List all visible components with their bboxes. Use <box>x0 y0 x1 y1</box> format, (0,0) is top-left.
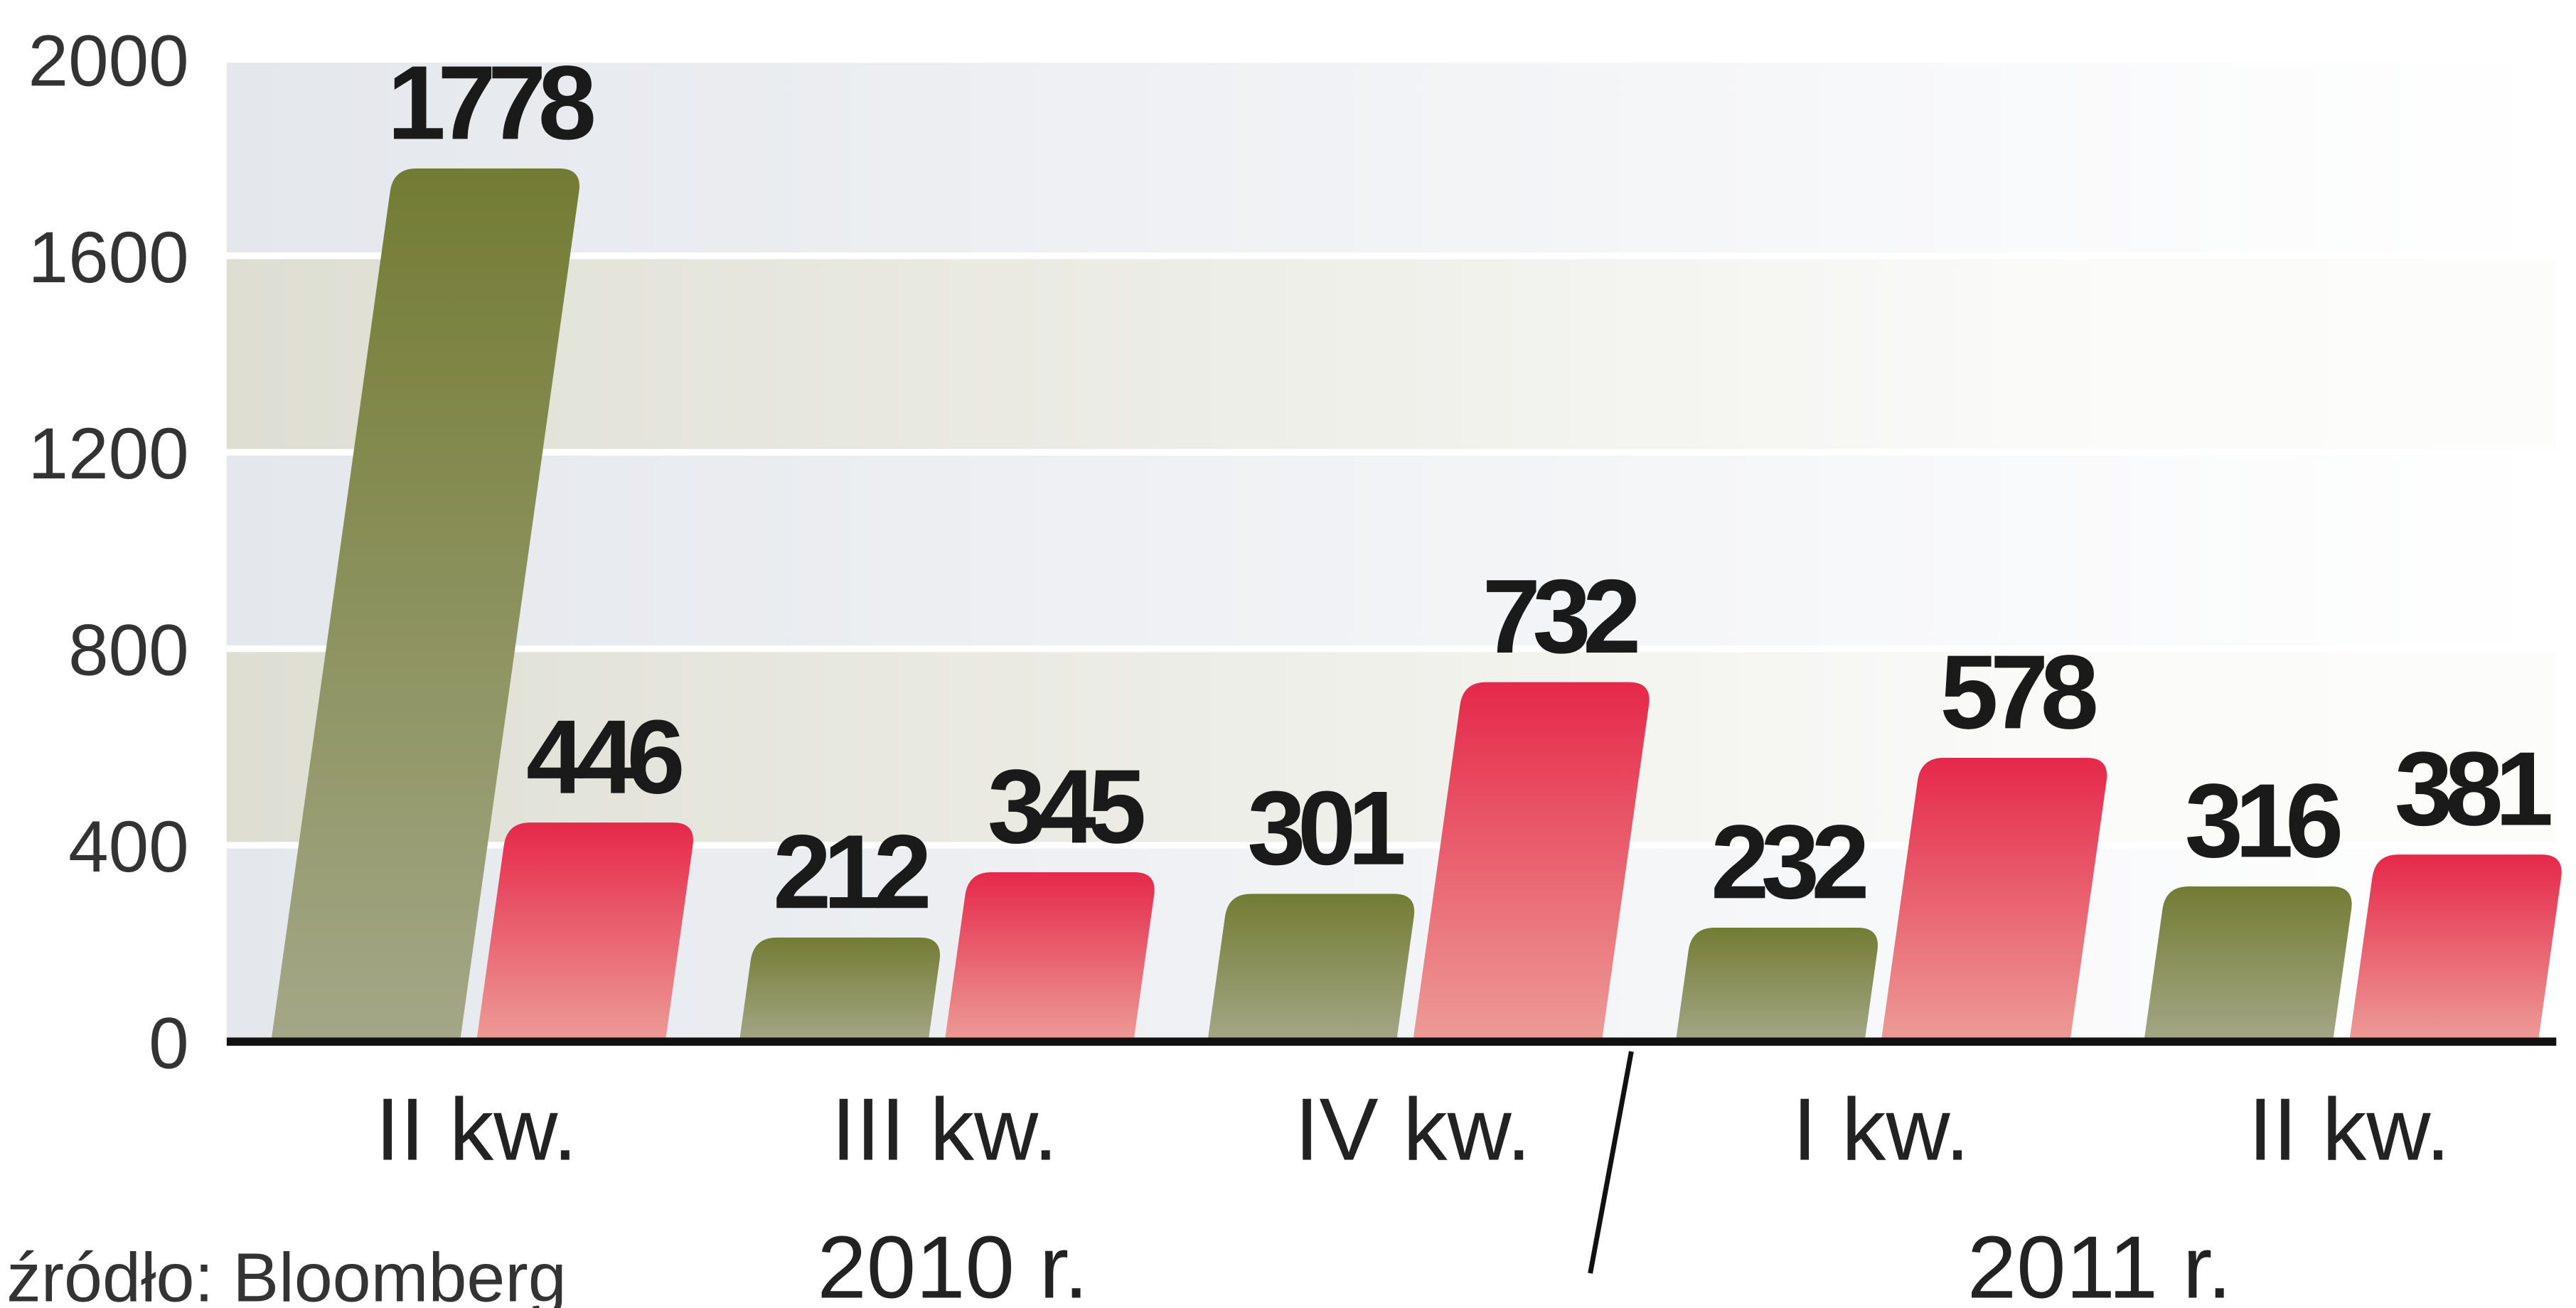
value-label: 232 <box>1711 803 1866 921</box>
grid-band <box>226 648 2557 845</box>
bar <box>2144 886 2352 1042</box>
y-tick-label: 400 <box>68 806 189 887</box>
value-label: 578 <box>1940 633 2095 751</box>
x-tick-label: IV kw. <box>1295 1081 1532 1179</box>
value-label: 212 <box>773 813 928 931</box>
y-tick-label: 1600 <box>28 217 189 298</box>
year-separator <box>1588 1051 1634 1274</box>
bar <box>476 822 693 1042</box>
value-label: 1778 <box>388 44 594 161</box>
year-label: 2010 r. <box>817 1218 1089 1308</box>
y-tick-label: 800 <box>68 610 189 691</box>
value-label: 446 <box>526 699 681 816</box>
value-label: 316 <box>2185 762 2340 879</box>
bar <box>944 872 1155 1042</box>
grid-band <box>226 255 2557 453</box>
year-label: 2011 r. <box>1967 1218 2232 1308</box>
value-label: 381 <box>2395 730 2551 847</box>
x-tick-label: II kw. <box>2248 1081 2450 1179</box>
bar <box>739 937 941 1042</box>
y-tick-label: 1200 <box>28 413 189 494</box>
bar <box>1207 894 1415 1042</box>
source: źródło: Bloomberg <box>6 1238 566 1308</box>
y-tick-label: 0 <box>149 1002 189 1083</box>
bar <box>1675 928 1878 1042</box>
bar <box>271 168 579 1042</box>
x-tick-label: I kw. <box>1792 1081 1970 1179</box>
x-tick-label: III kw. <box>831 1081 1058 1179</box>
bar <box>2349 854 2562 1042</box>
value-label: 732 <box>1482 558 1637 675</box>
value-label: 345 <box>988 748 1144 865</box>
bar <box>1413 682 1650 1042</box>
x-tick-label: II kw. <box>375 1081 577 1179</box>
y-tick-label: 2000 <box>28 21 189 102</box>
bar <box>1881 757 2107 1042</box>
value-label: 301 <box>1247 770 1404 887</box>
